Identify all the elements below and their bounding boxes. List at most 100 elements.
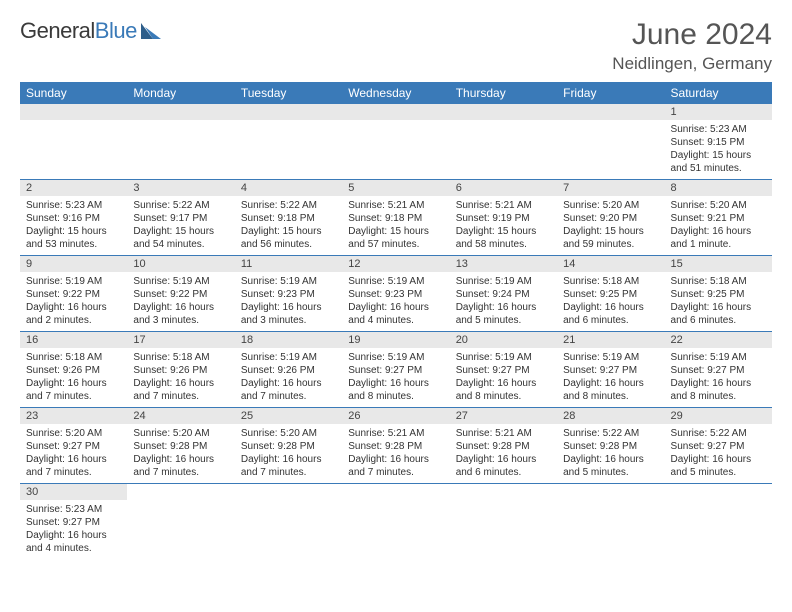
sunset-text: Sunset: 9:25 PM [563, 288, 658, 301]
daylight-text: Daylight: 16 hours and 8 minutes. [671, 377, 766, 403]
daylight-text: Daylight: 16 hours and 2 minutes. [26, 301, 121, 327]
day-number: 12 [342, 256, 449, 272]
page-header: GeneralBlue June 2024 Neidlingen, German… [20, 18, 772, 74]
day-details: Sunrise: 5:20 AMSunset: 9:21 PMDaylight:… [665, 196, 772, 255]
daylight-text: Daylight: 16 hours and 8 minutes. [348, 377, 443, 403]
calendar-day-cell: 10Sunrise: 5:19 AMSunset: 9:22 PMDayligh… [127, 256, 234, 332]
day-details: Sunrise: 5:19 AMSunset: 9:27 PMDaylight:… [665, 348, 772, 407]
sunset-text: Sunset: 9:28 PM [563, 440, 658, 453]
daylight-text: Daylight: 15 hours and 51 minutes. [671, 149, 766, 175]
sunset-text: Sunset: 9:22 PM [26, 288, 121, 301]
sunrise-text: Sunrise: 5:19 AM [456, 275, 551, 288]
calendar-day-cell: 3Sunrise: 5:22 AMSunset: 9:17 PMDaylight… [127, 180, 234, 256]
calendar-day-cell: 15Sunrise: 5:18 AMSunset: 9:25 PMDayligh… [665, 256, 772, 332]
day-number: 1 [665, 104, 772, 120]
calendar-day-cell: 22Sunrise: 5:19 AMSunset: 9:27 PMDayligh… [665, 332, 772, 408]
day-number: 28 [557, 408, 664, 424]
calendar-day-cell: 6Sunrise: 5:21 AMSunset: 9:19 PMDaylight… [450, 180, 557, 256]
daylight-text: Daylight: 15 hours and 56 minutes. [241, 225, 336, 251]
weekday-header: Saturday [665, 82, 772, 104]
calendar-day-cell [235, 484, 342, 560]
calendar-day-cell [127, 484, 234, 560]
day-details: Sunrise: 5:19 AMSunset: 9:27 PMDaylight:… [450, 348, 557, 407]
sunrise-text: Sunrise: 5:18 AM [671, 275, 766, 288]
calendar-day-cell: 29Sunrise: 5:22 AMSunset: 9:27 PMDayligh… [665, 408, 772, 484]
calendar-day-cell: 14Sunrise: 5:18 AMSunset: 9:25 PMDayligh… [557, 256, 664, 332]
calendar-day-cell: 5Sunrise: 5:21 AMSunset: 9:18 PMDaylight… [342, 180, 449, 256]
day-details: Sunrise: 5:18 AMSunset: 9:25 PMDaylight:… [557, 272, 664, 331]
sunrise-text: Sunrise: 5:21 AM [456, 199, 551, 212]
day-number: 29 [665, 408, 772, 424]
day-details: Sunrise: 5:22 AMSunset: 9:17 PMDaylight:… [127, 196, 234, 255]
daylight-text: Daylight: 16 hours and 4 minutes. [26, 529, 121, 555]
daylight-text: Daylight: 15 hours and 53 minutes. [26, 225, 121, 251]
daylight-text: Daylight: 16 hours and 7 minutes. [26, 377, 121, 403]
daylight-text: Daylight: 15 hours and 57 minutes. [348, 225, 443, 251]
weekday-header: Monday [127, 82, 234, 104]
calendar-table: SundayMondayTuesdayWednesdayThursdayFrid… [20, 82, 772, 559]
sunrise-text: Sunrise: 5:19 AM [241, 275, 336, 288]
calendar-day-cell [665, 484, 772, 560]
sunrise-text: Sunrise: 5:23 AM [26, 503, 121, 516]
day-number: 9 [20, 256, 127, 272]
sunrise-text: Sunrise: 5:20 AM [241, 427, 336, 440]
sunset-text: Sunset: 9:18 PM [241, 212, 336, 225]
calendar-day-cell: 17Sunrise: 5:18 AMSunset: 9:26 PMDayligh… [127, 332, 234, 408]
weekday-header: Wednesday [342, 82, 449, 104]
sunset-text: Sunset: 9:28 PM [133, 440, 228, 453]
sunset-text: Sunset: 9:21 PM [671, 212, 766, 225]
daylight-text: Daylight: 16 hours and 7 minutes. [26, 453, 121, 479]
sunset-text: Sunset: 9:27 PM [26, 440, 121, 453]
day-number: 23 [20, 408, 127, 424]
sunrise-text: Sunrise: 5:21 AM [456, 427, 551, 440]
sunset-text: Sunset: 9:28 PM [348, 440, 443, 453]
title-block: June 2024 Neidlingen, Germany [612, 18, 772, 74]
sunrise-text: Sunrise: 5:21 AM [348, 427, 443, 440]
daylight-text: Daylight: 16 hours and 5 minutes. [456, 301, 551, 327]
sunrise-text: Sunrise: 5:18 AM [133, 351, 228, 364]
daylight-text: Daylight: 16 hours and 3 minutes. [241, 301, 336, 327]
daylight-text: Daylight: 16 hours and 6 minutes. [563, 301, 658, 327]
day-number: 26 [342, 408, 449, 424]
sunrise-text: Sunrise: 5:20 AM [563, 199, 658, 212]
calendar-day-cell [450, 104, 557, 180]
sunrise-text: Sunrise: 5:20 AM [133, 427, 228, 440]
sunset-text: Sunset: 9:26 PM [133, 364, 228, 377]
daylight-text: Daylight: 16 hours and 6 minutes. [671, 301, 766, 327]
sunset-text: Sunset: 9:28 PM [456, 440, 551, 453]
sunset-text: Sunset: 9:27 PM [456, 364, 551, 377]
sunrise-text: Sunrise: 5:20 AM [671, 199, 766, 212]
daylight-text: Daylight: 16 hours and 4 minutes. [348, 301, 443, 327]
month-title: June 2024 [612, 18, 772, 52]
sunset-text: Sunset: 9:20 PM [563, 212, 658, 225]
day-details: Sunrise: 5:19 AMSunset: 9:26 PMDaylight:… [235, 348, 342, 407]
day-number: 13 [450, 256, 557, 272]
empty-daynum [342, 104, 449, 120]
daylight-text: Daylight: 16 hours and 7 minutes. [241, 377, 336, 403]
sunrise-text: Sunrise: 5:18 AM [563, 275, 658, 288]
calendar-week-row: 23 Sunrise: 5:20 AM Sunset: 9:27 PMDayligh… [20, 408, 772, 484]
weekday-header: Thursday [450, 82, 557, 104]
empty-daynum [235, 104, 342, 120]
day-number: 11 [235, 256, 342, 272]
daylight-text: Daylight: 16 hours and 7 minutes. [133, 377, 228, 403]
day-number: 18 [235, 332, 342, 348]
sunrise-text: Sunrise: 5:19 AM [26, 275, 121, 288]
daylight-text: Daylight: 16 hours and 1 minute. [671, 225, 766, 251]
day-details: Sunrise: 5:18 AMSunset: 9:25 PMDaylight:… [665, 272, 772, 331]
day-details: Sunrise: 5:20 AMSunset: 9:28 PMDaylight:… [235, 424, 342, 483]
day-details: Sunrise: 5:20 AMSunset: 9:28 PMDaylight:… [127, 424, 234, 483]
brand-logo: GeneralBlue [20, 18, 163, 44]
calendar-day-cell [20, 104, 127, 180]
sunset-text: Sunset: 9:28 PM [241, 440, 336, 453]
weekday-header-row: SundayMondayTuesdayWednesdayThursdayFrid… [20, 82, 772, 104]
day-number: 8 [665, 180, 772, 196]
sunset-text: Sunset: 9:27 PM [563, 364, 658, 377]
daylight-text: Daylight: 16 hours and 8 minutes. [563, 377, 658, 403]
sunset-text: Sunset: 9:25 PM [671, 288, 766, 301]
day-details: Sunrise: 5:21 AMSunset: 9:19 PMDaylight:… [450, 196, 557, 255]
sunset-text: Sunset: 9:27 PM [348, 364, 443, 377]
day-number: 21 [557, 332, 664, 348]
calendar-day-cell: 20Sunrise: 5:19 AMSunset: 9:27 PMDayligh… [450, 332, 557, 408]
day-details: Sunrise: 5:23 AMSunset: 9:27 PMDaylight:… [20, 500, 127, 559]
